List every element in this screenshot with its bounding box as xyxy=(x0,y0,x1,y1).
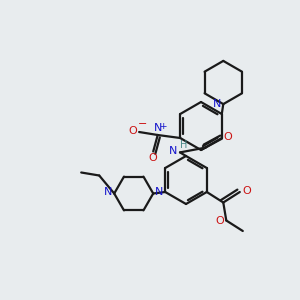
Text: N: N xyxy=(212,99,221,109)
Text: O: O xyxy=(128,126,137,136)
Text: H: H xyxy=(180,140,187,150)
Text: O: O xyxy=(224,132,232,142)
Text: N: N xyxy=(104,187,112,197)
Text: O: O xyxy=(242,186,251,196)
Text: N: N xyxy=(169,146,178,156)
Text: O: O xyxy=(215,215,224,226)
Text: O: O xyxy=(148,153,157,163)
Text: −: − xyxy=(138,119,148,129)
Text: +: + xyxy=(159,122,167,131)
Text: N: N xyxy=(154,123,162,134)
Text: N: N xyxy=(155,187,164,197)
